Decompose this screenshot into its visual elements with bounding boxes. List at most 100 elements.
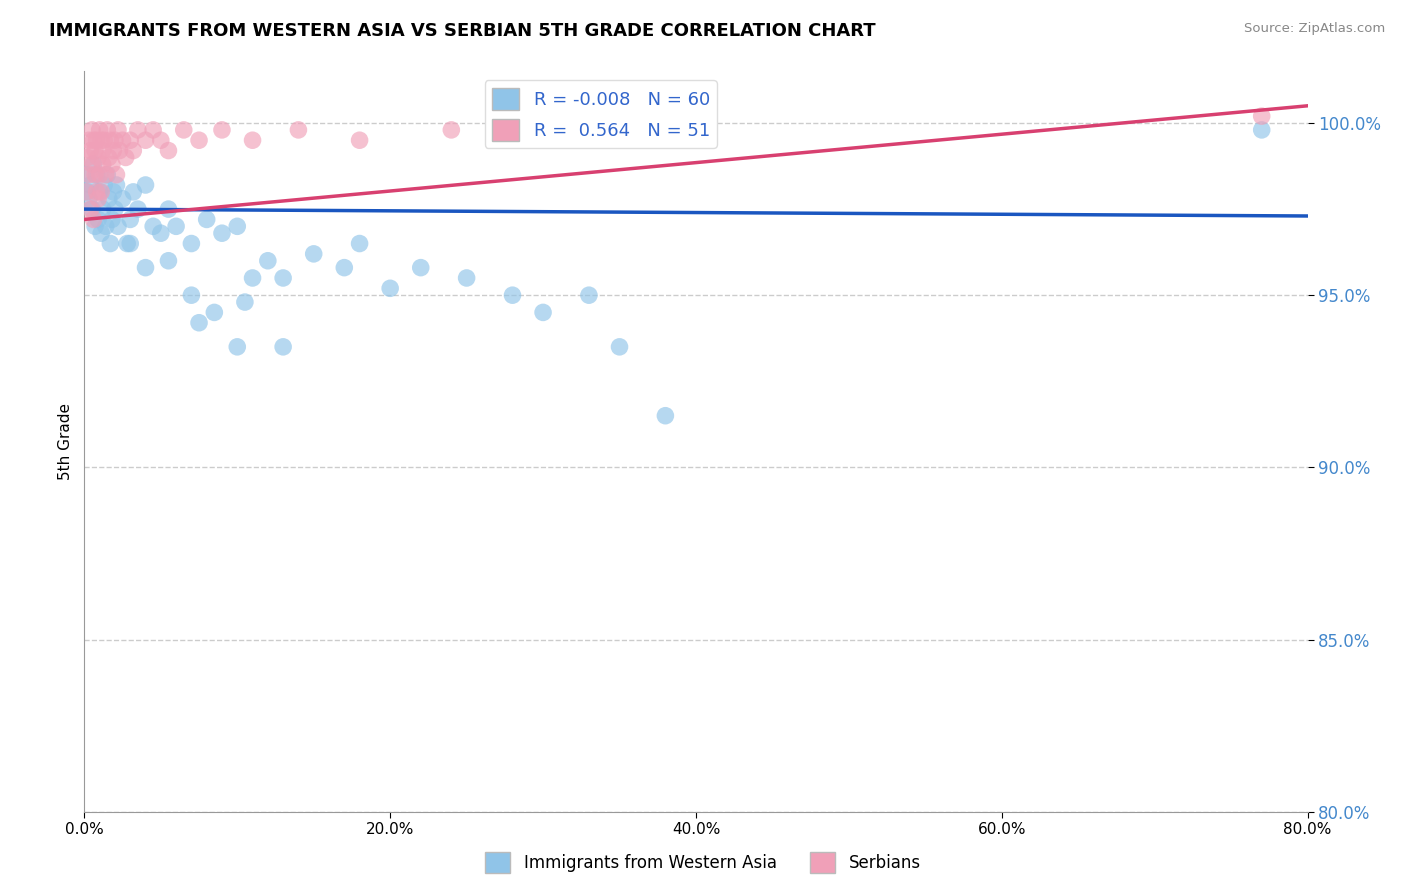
Point [242,271,264,285]
Point [84,144,107,158]
Text: IMMIGRANTS FROM WESTERN ASIA VS SERBIAN 5TH GRADE CORRELATION CHART: IMMIGRANTS FROM WESTERN ASIA VS SERBIAN … [49,22,876,40]
Point [80,202,103,216]
Point [173,123,195,137]
Point [86,168,108,182]
Point [440,123,463,137]
Point [257,253,280,268]
Point [87,151,110,165]
Legend: Immigrants from Western Asia, Serbians: Immigrants from Western Asia, Serbians [479,846,927,880]
Point [101,157,124,171]
Point [91,144,114,158]
Point [80,123,103,137]
Point [89,185,111,199]
Point [127,123,149,137]
Point [86,133,108,147]
Point [135,260,157,275]
Point [111,133,134,147]
Point [127,202,149,216]
Point [157,253,180,268]
Point [226,219,249,234]
Point [93,178,115,192]
Point [91,202,114,216]
Point [302,247,325,261]
Point [97,192,120,206]
Point [165,219,187,234]
Point [380,281,402,295]
Point [120,212,142,227]
Point [105,178,128,192]
Point [333,260,356,275]
Point [149,226,172,240]
Point [180,236,202,251]
Point [287,123,309,137]
Point [409,260,432,275]
Point [103,144,125,158]
Point [89,123,111,137]
Legend: R = -0.008   N = 60, R =  0.564   N = 51: R = -0.008 N = 60, R = 0.564 N = 51 [485,80,717,148]
Point [83,157,105,171]
Point [1250,109,1272,123]
Point [86,185,108,199]
Point [122,144,145,158]
Point [188,316,211,330]
Point [97,151,120,165]
Point [157,144,180,158]
Point [349,236,371,251]
Point [77,168,100,182]
Point [77,192,100,206]
Point [456,271,478,285]
Point [105,168,128,182]
Y-axis label: 5th Grade: 5th Grade [58,403,73,480]
Point [80,157,103,171]
Point [104,133,127,147]
Point [609,340,631,354]
Point [142,219,165,234]
Point [111,192,134,206]
Point [502,288,524,302]
Point [233,295,256,310]
Point [349,133,371,147]
Point [79,202,101,216]
Point [226,340,249,354]
Point [1250,123,1272,137]
Point [135,178,157,192]
Point [107,123,129,137]
Point [84,168,107,182]
Point [122,185,145,199]
Point [76,185,98,199]
Point [83,212,105,227]
Point [83,133,105,147]
Point [104,202,127,216]
Point [271,340,294,354]
Point [242,133,264,147]
Point [94,168,117,182]
Point [562,133,585,147]
Point [75,168,97,182]
Point [103,185,125,199]
Point [87,192,110,206]
Point [89,168,111,182]
Point [114,151,136,165]
Point [271,271,294,285]
Point [98,236,121,251]
Point [77,133,100,147]
Point [180,288,202,302]
Point [188,133,211,147]
Point [211,123,233,137]
Point [654,409,676,423]
Point [578,288,600,302]
Point [94,219,117,234]
Point [96,123,118,137]
Point [135,133,157,147]
Point [91,157,114,171]
Point [107,219,129,234]
Text: Source: ZipAtlas.com: Source: ZipAtlas.com [1244,22,1385,36]
Point [120,133,142,147]
Point [195,212,218,227]
Point [120,236,142,251]
Point [142,123,165,137]
Point [90,226,112,240]
Point [101,212,124,227]
Point [157,202,180,216]
Point [98,133,121,147]
